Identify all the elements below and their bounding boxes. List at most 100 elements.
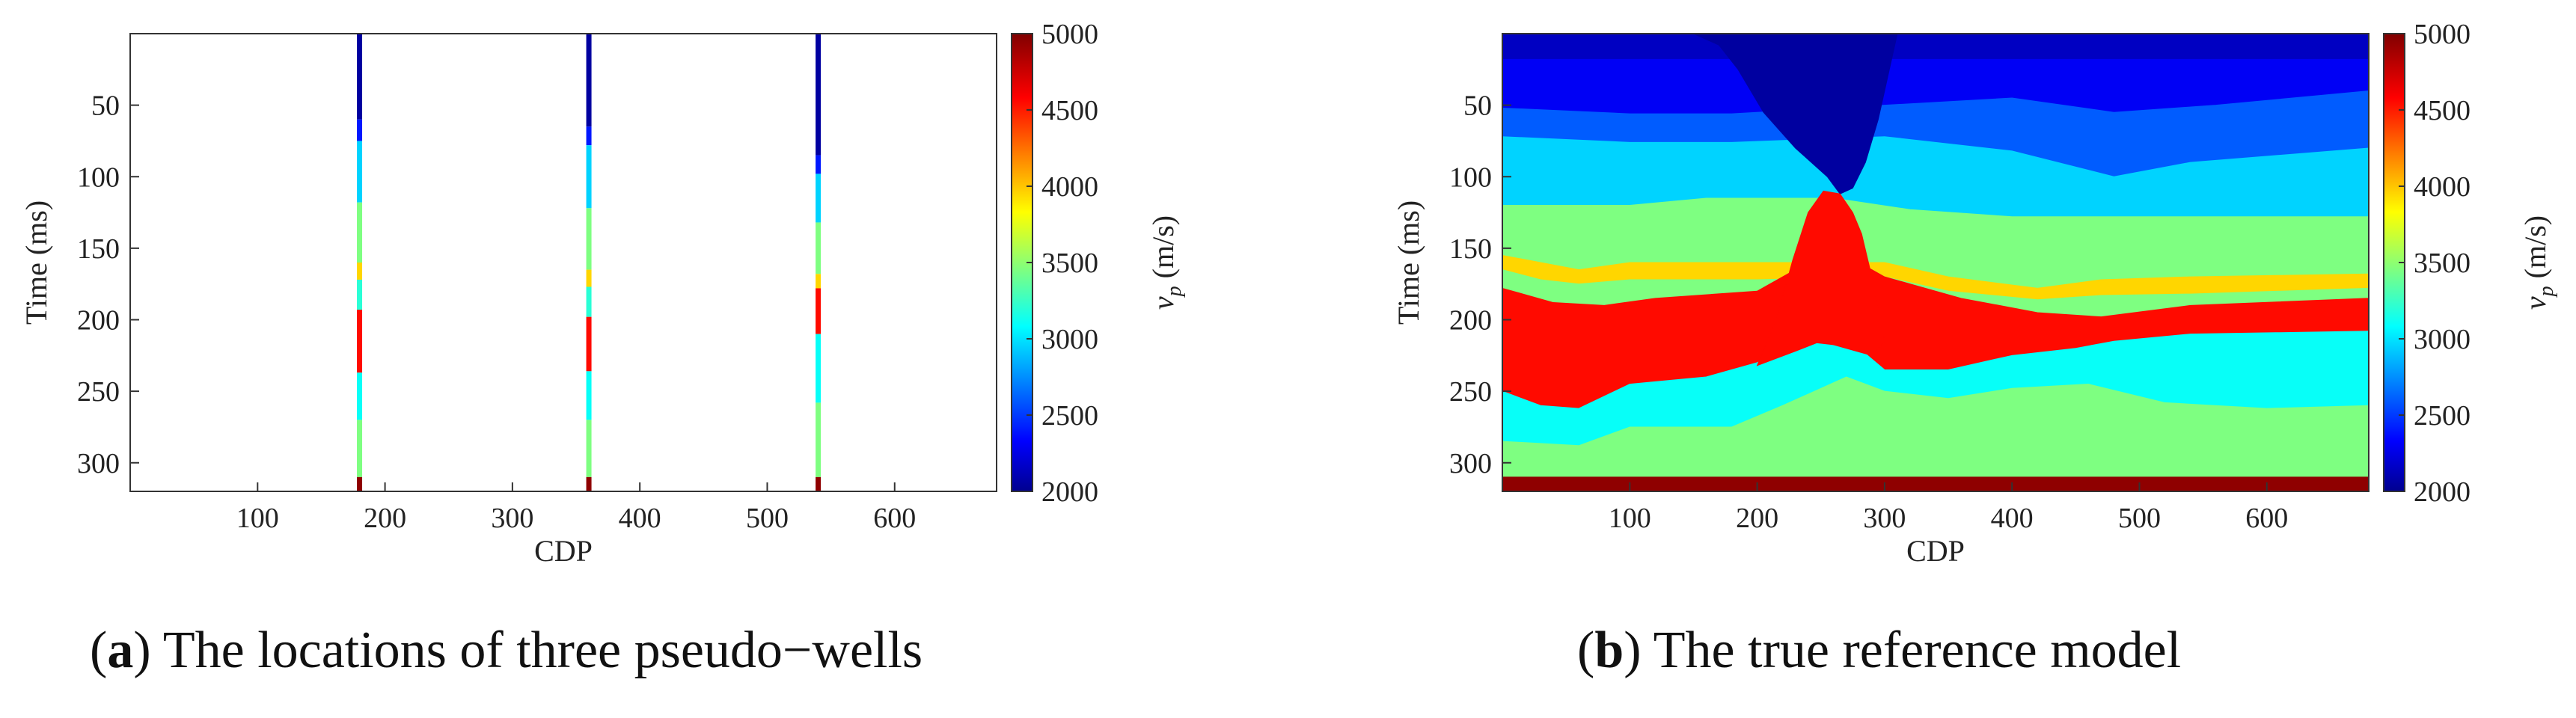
panel-b-ytick-label: 100 bbox=[1449, 162, 1492, 193]
well-1-segment bbox=[357, 372, 363, 420]
panel-a-ytick-label: 150 bbox=[77, 233, 120, 265]
well-2-segment bbox=[586, 476, 592, 491]
panel-b-x-label: CDP bbox=[1906, 534, 1965, 568]
panel-b-ctick-label: 3000 bbox=[2414, 324, 2471, 355]
panel-b-ctick-label: 4000 bbox=[2414, 171, 2471, 203]
panel-a-ytick-label: 200 bbox=[77, 305, 120, 337]
panel-a-x-label: CDP bbox=[534, 534, 593, 568]
panel-a-ctick-label: 4500 bbox=[1041, 95, 1098, 126]
panel-b-xtick-label: 300 bbox=[1863, 503, 1906, 534]
panel-b-x-ticks: 100 200 300 400 500 600 bbox=[1609, 482, 2288, 534]
panel-b-ytick-label: 50 bbox=[1463, 90, 1492, 122]
panel-b-ctick-label: 2500 bbox=[2414, 400, 2471, 432]
panel-b-xtick-label: 600 bbox=[2245, 503, 2288, 534]
panel-b-colorbar-label-unit: (m/s) bbox=[2518, 215, 2552, 278]
panel-a-colorbar-ticks: 2000 2500 3000 3500 4000 4500 5000 bbox=[1027, 19, 1098, 508]
caption-a-text: The locations of three pseudo−wells bbox=[150, 622, 923, 679]
well-1-segment bbox=[357, 420, 363, 477]
panel-a-colorbar-label-sub: p bbox=[1163, 286, 1186, 298]
well-2-segment bbox=[586, 145, 592, 209]
panel-a-ytick-label: 300 bbox=[77, 448, 120, 479]
well-2-segment bbox=[586, 371, 592, 420]
panel-b-xtick-label: 200 bbox=[1736, 503, 1778, 534]
well-2-segment bbox=[586, 286, 592, 317]
layer-1 bbox=[1502, 34, 2369, 60]
panel-b-ytick-label: 200 bbox=[1449, 305, 1492, 337]
well-1-segment bbox=[357, 310, 363, 373]
well-1-segment bbox=[357, 141, 363, 203]
svg-text:vp (m/s): vp (m/s) bbox=[1146, 215, 1186, 310]
well-1-segment bbox=[357, 202, 363, 263]
well-3-segment bbox=[816, 174, 822, 223]
panel-a-x-ticks: 100 200 300 400 500 600 bbox=[236, 482, 916, 534]
panel-a-ctick-label: 3500 bbox=[1041, 248, 1098, 279]
panel-b-ctick-label: 2000 bbox=[2414, 476, 2471, 508]
well-3-segment bbox=[816, 334, 822, 403]
panel-b-colorbar-ticks: 2000 2500 3000 3500 4000 4500 5000 bbox=[2399, 19, 2471, 508]
panel-a-y-label: Time (ms) bbox=[19, 200, 53, 325]
panel-a-xtick-label: 400 bbox=[619, 503, 661, 534]
panel-a-ctick-label: 2000 bbox=[1041, 476, 1098, 508]
well-2-segment bbox=[586, 269, 592, 287]
high-velocity-dome bbox=[1756, 190, 1885, 366]
caption-a-letter: a bbox=[107, 622, 134, 679]
panel-b-colorbar-label-main: v bbox=[2518, 296, 2552, 310]
well-1-segment bbox=[357, 263, 363, 280]
panel-a-xtick-label: 500 bbox=[746, 503, 789, 534]
panel-a-ctick-label: 3000 bbox=[1041, 324, 1098, 355]
panel-a-ctick-label: 2500 bbox=[1041, 400, 1098, 432]
panel-b-layers bbox=[1502, 34, 2369, 491]
layer-10 bbox=[1502, 376, 2369, 478]
panel-b-ytick-label: 250 bbox=[1449, 376, 1492, 408]
panel-a-ytick-label: 100 bbox=[77, 162, 120, 193]
panel-b-xtick-label: 100 bbox=[1609, 503, 1651, 534]
panel-a-axes-frame bbox=[129, 33, 997, 492]
panel-b-ytick-label: 300 bbox=[1449, 448, 1492, 479]
panel-a-plot-area bbox=[130, 34, 997, 491]
caption-b: (b) The true reference model bbox=[1577, 622, 2182, 679]
well-2-segment bbox=[586, 420, 592, 477]
panel-a-xtick-label: 200 bbox=[364, 503, 406, 534]
well-1-segment bbox=[357, 119, 363, 141]
panel-b-ctick-label: 4500 bbox=[2414, 95, 2471, 126]
panel-a-ctick-label: 5000 bbox=[1041, 19, 1098, 50]
well-3-segment bbox=[816, 155, 822, 174]
well-2-segment bbox=[586, 34, 592, 127]
panel-a-ytick-label: 50 bbox=[91, 90, 120, 122]
well-2-segment bbox=[586, 126, 592, 146]
panel-a-xtick-label: 100 bbox=[236, 503, 279, 534]
panel-b-xtick-label: 400 bbox=[1991, 503, 2034, 534]
panel-b-ctick-label: 5000 bbox=[2414, 19, 2471, 50]
panel-a-y-ticks: 50 100 150 200 250 300 bbox=[77, 90, 139, 479]
layer-11 bbox=[1502, 476, 2369, 491]
panel-b-colorbar-label: vp (m/s) bbox=[2518, 215, 2558, 310]
well-2-segment bbox=[586, 316, 592, 372]
panel-a-colorbar-label-main: v bbox=[1146, 296, 1180, 310]
well-1-segment bbox=[357, 279, 363, 310]
well-2-segment bbox=[586, 208, 592, 270]
well-3-segment bbox=[816, 34, 822, 156]
panel-b-ctick-label: 3500 bbox=[2414, 248, 2471, 279]
well-3-segment bbox=[816, 274, 822, 289]
panel-b-y-label: Time (ms) bbox=[1392, 200, 1425, 325]
caption-b-text: The true reference model bbox=[1641, 622, 2182, 679]
panel-a-xtick-label: 600 bbox=[873, 503, 916, 534]
well-3-segment bbox=[816, 222, 822, 274]
caption-b-letter: b bbox=[1594, 622, 1624, 679]
panel-b-y-ticks: 50 100 150 200 250 300 bbox=[1449, 90, 1511, 479]
panel-b-colorbar-label-sub: p bbox=[2535, 286, 2558, 298]
salt-body bbox=[1693, 34, 1898, 194]
well-1-segment bbox=[357, 34, 363, 120]
well-1-segment bbox=[357, 476, 363, 491]
panel-a-ctick-label: 4000 bbox=[1041, 171, 1098, 203]
panel-b-reference-model: 100 200 300 400 500 600 50 100 150 200 250 300 CDP… bbox=[1392, 19, 2558, 568]
panel-b-axes-frame bbox=[1502, 33, 2370, 492]
panel-a-colorbar-label-unit: (m/s) bbox=[1146, 215, 1180, 278]
panel-a-xtick-label: 300 bbox=[491, 503, 533, 534]
panel-a-ytick-label: 250 bbox=[77, 376, 120, 408]
well-3-segment bbox=[816, 288, 822, 334]
panel-a-wells bbox=[357, 34, 822, 491]
panel-b-ytick-label: 150 bbox=[1449, 233, 1492, 265]
well-3-segment bbox=[816, 402, 822, 477]
panel-a-pseudo-wells: 100 200 300 400 500 600 50 100 150 200 250 300 CDP… bbox=[19, 19, 1186, 568]
